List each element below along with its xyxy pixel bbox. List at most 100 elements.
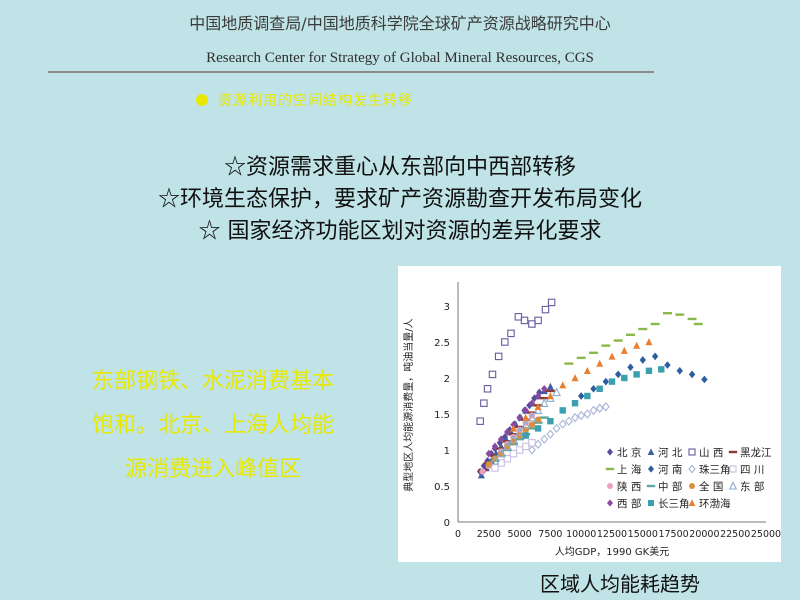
data-point-series-5 [590, 384, 597, 393]
legend-label: 陕 西 [617, 480, 641, 493]
data-point-series-5 [664, 361, 671, 369]
data-point-series-2 [547, 298, 556, 307]
data-point-series-7 [515, 446, 524, 454]
data-point-series-11 [539, 398, 549, 407]
data-point-series-14 [608, 352, 616, 360]
data-point-series-14 [559, 381, 567, 389]
legend-marker [647, 448, 655, 455]
data-point-series-2 [483, 385, 492, 393]
data-point-series-14 [534, 402, 542, 410]
left-note: 东部钢铁、水泥消费基本 饱和。北京、上海人均能 源消费进入峰值区 [48, 360, 378, 492]
data-point-series-14 [633, 341, 641, 349]
legend-label: 西 部 [617, 497, 641, 510]
data-point-series-11 [533, 405, 543, 415]
left-note-line: 饱和。北京、上海人均能 [91, 413, 334, 438]
legend-marker [648, 500, 654, 506]
data-point-series-6 [577, 410, 586, 421]
data-point-series-5 [688, 370, 696, 379]
data-point-series-7 [491, 464, 499, 472]
data-point-series-7 [509, 449, 518, 458]
data-point-series-5 [614, 370, 622, 379]
data-point-series-2 [520, 316, 529, 325]
data-point-series-14 [583, 366, 591, 374]
data-point-series-6 [534, 439, 542, 449]
data-point-series-14 [645, 338, 653, 346]
data-point-series-11 [490, 455, 500, 465]
data-point-series-5 [651, 352, 659, 361]
x-tick-label: 0 [455, 529, 461, 540]
legend-label: 河 北 [658, 447, 683, 459]
data-point-series-13 [608, 378, 616, 385]
data-point-series-11 [527, 412, 537, 422]
legend-marker [688, 448, 696, 456]
y-axis-title: 典型地区人均能源消费量，吨油当量/人 [402, 318, 415, 491]
data-point-series-7 [522, 442, 530, 451]
legend-marker [688, 499, 696, 506]
legend-label: 全 国 [699, 480, 723, 493]
legend-label: 山 西 [699, 447, 723, 459]
y-tick-label: 2 [444, 374, 450, 385]
x-tick-label: 22500 [720, 529, 750, 540]
data-point-series-13 [571, 400, 579, 407]
x-tick-label: 20000 [689, 529, 719, 540]
x-tick-label: 7500 [538, 529, 562, 540]
data-point-series-14 [571, 374, 579, 382]
key-point: ☆ 国家经济功能区划对资源的差异化要求 [198, 219, 602, 244]
data-point-series-8 [479, 468, 486, 475]
data-point-series-11 [496, 448, 506, 458]
x-tick-label: 2500 [477, 529, 501, 540]
legend-label: 长三角 [658, 498, 690, 510]
data-point-series-10 [534, 416, 542, 423]
legend-marker [607, 448, 613, 456]
data-point-series-5 [676, 366, 683, 375]
legend-marker [729, 465, 737, 473]
legend-label: 东 部 [740, 480, 764, 493]
data-point-series-5 [639, 356, 646, 364]
key-points: ☆资源需求重心从东部向中西部转移 ☆环境生态保护，要求矿产资源勘查开发布局变化 … [0, 152, 800, 248]
data-point-series-5 [627, 363, 634, 372]
data-point-series-13 [547, 418, 554, 425]
data-point-series-13 [559, 407, 566, 414]
data-point-series-1 [477, 471, 485, 479]
data-point-series-6 [601, 402, 610, 412]
data-point-series-6 [546, 429, 555, 439]
legend-label: 北 京 [617, 446, 641, 459]
legend-label: 中 部 [658, 480, 682, 493]
data-point-series-13 [596, 385, 603, 392]
data-point-series-12 [541, 384, 548, 393]
topic-heading: 资源利用的空间结构发生转移 [196, 90, 413, 110]
data-point-series-7 [503, 454, 512, 463]
data-point-series-1 [546, 382, 554, 390]
header-divider [48, 71, 654, 73]
legend-label: 上 海 [617, 463, 642, 476]
data-point-series-2 [480, 399, 488, 407]
legend-marker [607, 499, 613, 507]
data-point-series-11 [502, 441, 512, 451]
x-tick-label: 15000 [628, 529, 658, 540]
chart-caption: 区域人均能耗趋势 [540, 572, 700, 596]
y-tick-label: 1 [444, 446, 450, 457]
data-point-series-5 [701, 375, 708, 384]
data-point-series-2 [507, 329, 515, 338]
y-tick-label: 0.5 [434, 482, 450, 493]
legend-label: 河 南 [658, 463, 682, 476]
legend-marker [688, 464, 696, 474]
data-point-series-12 [504, 428, 511, 436]
legend-label: 黑龙江 [740, 446, 772, 459]
legend-marker [728, 481, 738, 490]
left-note-line: 源消费进入峰值区 [124, 457, 301, 482]
legend-marker [648, 465, 654, 473]
data-point-series-6 [558, 419, 567, 429]
data-point-series-10 [528, 421, 536, 428]
data-point-series-14 [620, 346, 628, 354]
data-point-series-11 [509, 434, 518, 443]
data-point-series-11 [515, 426, 525, 436]
data-point-series-10 [485, 461, 492, 468]
data-point-series-7 [528, 439, 536, 447]
data-point-series-13 [584, 392, 591, 400]
data-point-series-6 [589, 405, 598, 416]
left-note-line: 东部钢铁、水泥消费基本 [91, 369, 334, 394]
data-point-series-6 [528, 445, 536, 455]
data-point-series-2 [534, 316, 542, 325]
header-org-cn: 中国地质调查局/中国地质科学院全球矿产资源战略研究中心 [189, 14, 611, 33]
